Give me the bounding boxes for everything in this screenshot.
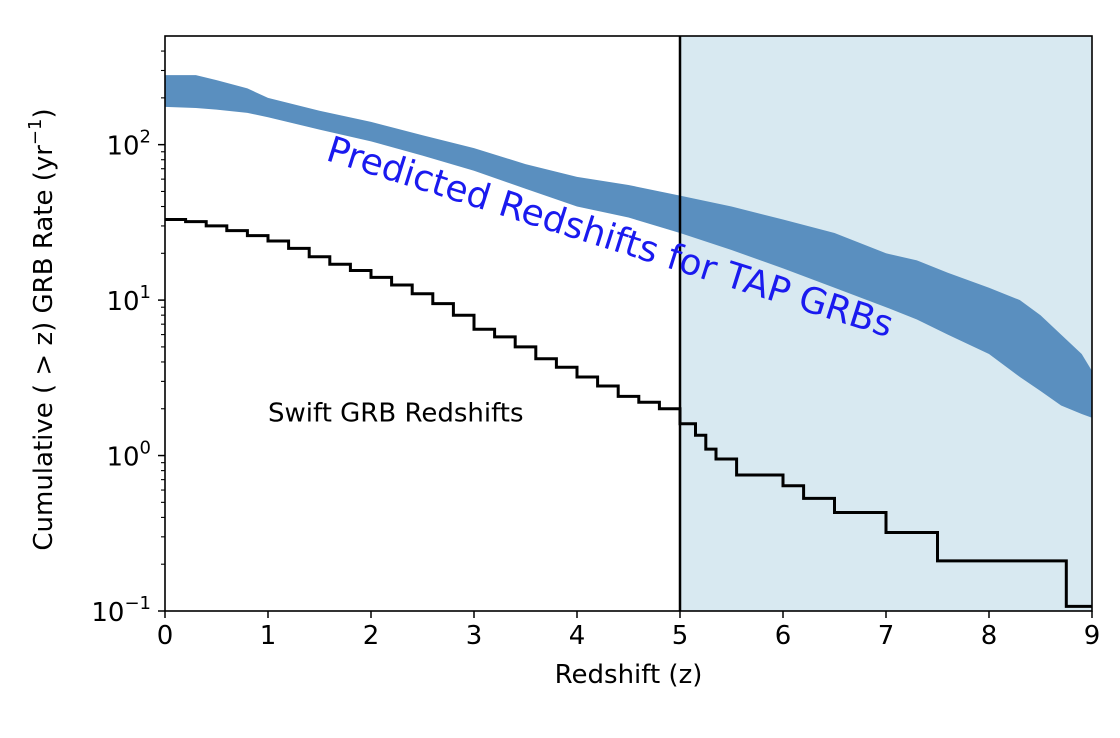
y-axis-label-end: ) xyxy=(29,108,59,118)
y-tick-base: 10 xyxy=(106,443,139,473)
y-axis-label: Cumulative ( > z) GRB Rate (yr−1) xyxy=(25,108,59,550)
y-tick-label: 101 xyxy=(106,282,151,317)
y-axis-label-exponent: −1 xyxy=(25,119,46,146)
x-tick-label: 5 xyxy=(672,621,689,651)
x-tick-label: 9 xyxy=(1084,621,1101,651)
x-tick-label: 1 xyxy=(260,621,277,651)
clipped-series xyxy=(165,75,1092,608)
swift-redshifts-annotation: Swift GRB Redshifts xyxy=(268,399,524,429)
axes-frame xyxy=(164,35,1093,612)
axes-border xyxy=(164,35,1093,612)
y-tick-exponent: 1 xyxy=(140,282,151,303)
x-tick-label: 0 xyxy=(157,621,174,651)
y-tick-label: 10−1 xyxy=(91,593,151,628)
x-tick-label: 8 xyxy=(981,621,998,651)
x-axis-label: Redshift (z) xyxy=(555,660,703,690)
x-tick-label: 3 xyxy=(466,621,483,651)
axis-labels: Redshift (z) Cumulative ( > z) GRB Rate … xyxy=(25,108,702,690)
y-tick-label: 102 xyxy=(106,127,151,162)
x-tick-label: 6 xyxy=(775,621,792,651)
y-axis-label-main: Cumulative ( > z) GRB Rate (yr xyxy=(29,145,59,551)
y-tick-label: 100 xyxy=(106,438,151,473)
y-tick-exponent: 0 xyxy=(140,438,151,459)
plot-area xyxy=(165,36,1092,611)
x-tick-label: 4 xyxy=(569,621,586,651)
x-tick-label: 7 xyxy=(878,621,895,651)
y-tick-exponent: 2 xyxy=(140,127,151,148)
swift-redshift-step-line xyxy=(165,218,1092,608)
predicted-rate-band xyxy=(165,75,1092,418)
y-tick-base: 10 xyxy=(106,132,139,162)
y-tick-exponent: −1 xyxy=(124,593,151,614)
y-tick-base: 10 xyxy=(106,287,139,317)
x-tick-label: 2 xyxy=(363,621,380,651)
y-tick-base: 10 xyxy=(91,598,124,628)
